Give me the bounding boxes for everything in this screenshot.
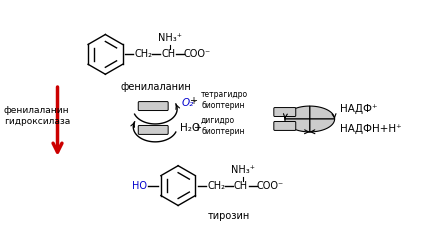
FancyBboxPatch shape [273, 108, 295, 117]
Text: H₂O: H₂O [180, 123, 200, 133]
Text: фенилаланин
гидроксилаза: фенилаланин гидроксилаза [3, 106, 70, 126]
FancyBboxPatch shape [138, 125, 168, 134]
Text: O₂: O₂ [181, 98, 193, 108]
FancyBboxPatch shape [138, 102, 168, 110]
Text: фенилаланин: фенилаланин [121, 82, 191, 92]
Text: дигидро
биоптерин: дигидро биоптерин [201, 116, 244, 136]
Text: COO⁻: COO⁻ [183, 49, 210, 59]
Text: NH₃⁺: NH₃⁺ [230, 165, 254, 175]
Text: НАДФ⁺: НАДФ⁺ [339, 103, 376, 113]
Text: CH: CH [161, 49, 175, 59]
Text: HO: HO [132, 181, 147, 190]
Text: CH₂: CH₂ [207, 181, 224, 190]
Text: CH₂: CH₂ [134, 49, 152, 59]
Polygon shape [309, 119, 334, 132]
Text: NH₃⁺: NH₃⁺ [158, 33, 182, 44]
Polygon shape [309, 106, 334, 119]
Text: COO⁻: COO⁻ [256, 181, 283, 190]
Text: +: + [189, 96, 197, 106]
Polygon shape [284, 119, 309, 132]
Text: CH: CH [233, 181, 247, 190]
Text: тетрагидро
биоптерин: тетрагидро биоптерин [201, 90, 248, 110]
FancyBboxPatch shape [273, 121, 295, 130]
Text: тирозин: тирозин [207, 212, 250, 221]
Text: ·: · [193, 97, 196, 107]
Text: +: + [193, 123, 201, 133]
Text: НАДФН+Н⁺: НАДФН+Н⁺ [339, 124, 400, 135]
Polygon shape [284, 106, 309, 119]
